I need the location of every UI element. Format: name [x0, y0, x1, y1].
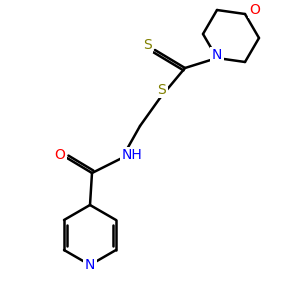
Text: N: N — [212, 48, 222, 62]
Text: O: O — [55, 148, 65, 162]
Text: S: S — [142, 38, 152, 52]
Text: O: O — [250, 3, 260, 17]
Text: N: N — [85, 258, 95, 272]
Text: S: S — [158, 83, 166, 97]
Text: NH: NH — [122, 148, 142, 162]
